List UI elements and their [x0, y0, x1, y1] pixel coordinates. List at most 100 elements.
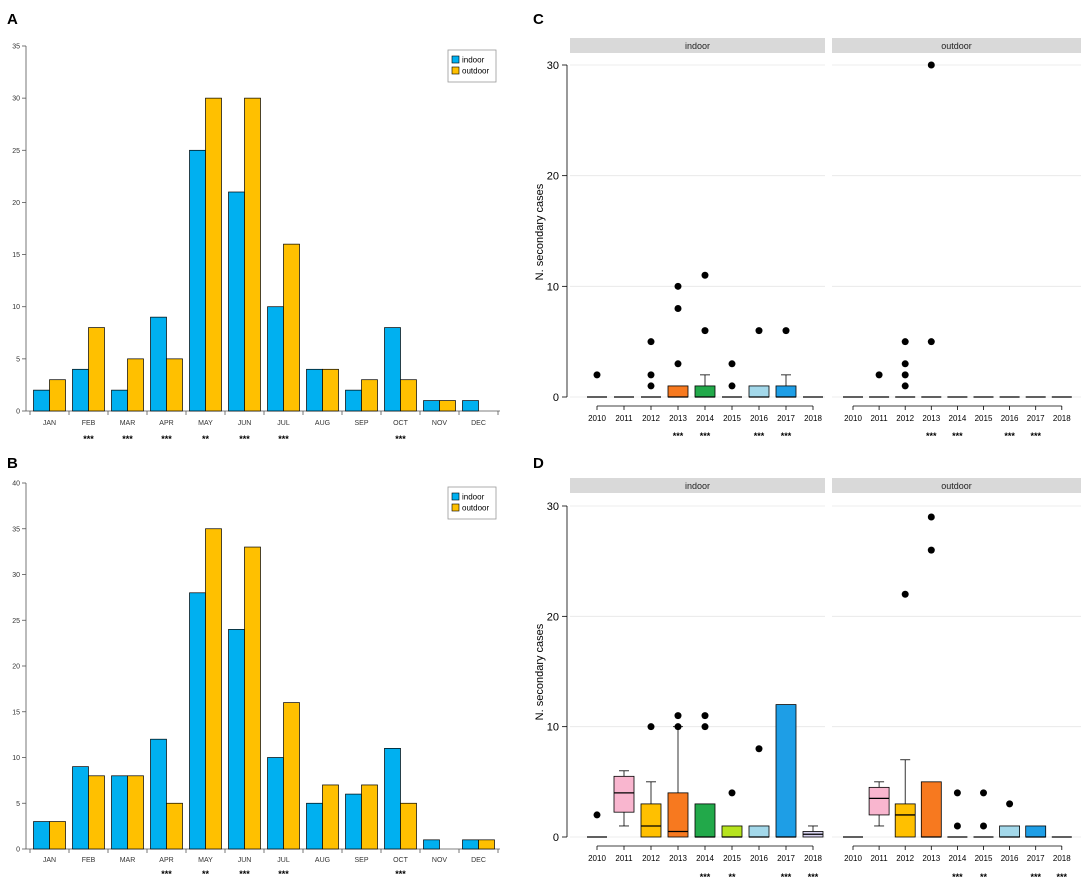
box-indoor-2017: [775, 327, 797, 398]
box-outdoor-2017: [1025, 825, 1047, 838]
bar-outdoor-apr: [166, 358, 183, 412]
panel-label: A: [7, 11, 18, 28]
year-label-2011: 2011: [615, 854, 633, 863]
bar-outdoor-jul: [283, 243, 300, 412]
month-label-oct: OCT: [393, 857, 409, 864]
bar-indoor-apr: [150, 316, 167, 412]
year-label-2017: 2017: [1027, 854, 1045, 863]
y-tick-label: 20: [12, 200, 20, 207]
box-iqr: [999, 825, 1020, 838]
bar-indoor-dec: [462, 400, 479, 412]
panel-label: D: [533, 455, 544, 472]
box-indoor-2015: [721, 789, 743, 838]
year-label-2015: 2015: [723, 854, 741, 863]
bar-outdoor-jun: [244, 97, 261, 412]
box-iqr: [667, 385, 689, 398]
box-outdoor-2011: [868, 781, 890, 827]
box-outdoor-2013: [920, 513, 942, 838]
facet-strip-label: outdoor: [941, 41, 972, 51]
significance-marker-2016: ***: [1004, 431, 1015, 441]
significance-marker-2014: ***: [952, 872, 963, 881]
month-label-mar: MAR: [120, 420, 136, 427]
month-label-jun: JUN: [238, 420, 252, 427]
facet-outdoor: outdoor 2010 2011 2012 2013 *** 2014 *** 2015 201…: [832, 38, 1081, 441]
significance-marker-may: **: [202, 869, 210, 879]
month-label-apr: APR: [159, 420, 173, 427]
bar-outdoor-jun: [244, 546, 261, 850]
significance-marker-2017: ***: [781, 431, 792, 441]
bar-indoor-sep: [345, 793, 362, 850]
legend-label-indoor: indoor: [462, 493, 485, 502]
box-indoor-2012: [641, 338, 661, 398]
year-label-2013: 2013: [922, 414, 940, 423]
significance-marker-jun: ***: [239, 869, 250, 879]
significance-marker-2014: ***: [700, 872, 711, 881]
year-label-2014: 2014: [696, 414, 714, 423]
bar-indoor-jun: [228, 629, 245, 850]
month-label-apr: APR: [159, 857, 173, 864]
year-label-2016: 2016: [1001, 854, 1019, 863]
box-iqr: [775, 385, 797, 398]
facet-strip: [570, 478, 825, 493]
outlier-point: [701, 712, 709, 720]
bar-outdoor-oct: [400, 802, 417, 850]
month-label-dec: DEC: [471, 857, 486, 864]
bar-outdoor-may: [205, 528, 222, 850]
bar-indoor-mar: [111, 389, 128, 412]
box-outdoor-2015: [973, 789, 994, 838]
panel-label: C: [533, 11, 544, 28]
significance-marker-jul: ***: [278, 869, 289, 879]
outlier-point: [674, 723, 682, 731]
box-iqr: [640, 803, 662, 838]
panel-b-bar-chart: B 0 5 10 15 20 25 30 35 40 JAN FEB MAR APR *** MAY ** JUN…: [7, 455, 500, 879]
box-outdoor-2012: [894, 590, 916, 838]
box-iqr: [694, 385, 716, 398]
box-indoor-2013: [667, 712, 689, 838]
month-label-mar: MAR: [120, 857, 136, 864]
y-tick-label: 25: [12, 148, 20, 155]
y-tick-label: 10: [547, 281, 559, 293]
year-label-2011: 2011: [870, 414, 888, 423]
bar-outdoor-mar: [127, 775, 144, 850]
box-iqr: [613, 775, 635, 813]
month-label-feb: FEB: [82, 857, 96, 864]
box-iqr: [894, 803, 916, 838]
month-label-nov: NOV: [432, 420, 448, 427]
outlier-point: [953, 789, 961, 797]
bar-outdoor-jul: [283, 702, 300, 850]
y-tick-label: 30: [12, 96, 20, 103]
box-iqr: [721, 825, 743, 838]
y-tick-label: 25: [12, 618, 20, 625]
outlier-point: [901, 360, 909, 368]
significance-marker-2017: ***: [1030, 872, 1041, 881]
significance-marker-feb: ***: [83, 434, 94, 444]
legend-label-indoor: indoor: [462, 56, 485, 65]
year-label-2010: 2010: [844, 854, 862, 863]
y-tick-label: 20: [547, 171, 559, 183]
box-outdoor-2014: [947, 789, 968, 838]
bar-indoor-apr: [150, 738, 167, 850]
bar-indoor-feb: [72, 766, 89, 850]
year-label-2011: 2011: [615, 414, 633, 423]
year-label-2012: 2012: [642, 854, 660, 863]
month-label-jan: JAN: [43, 857, 56, 864]
box-outdoor-2016: [999, 800, 1020, 838]
outlier-point: [901, 382, 909, 390]
bar-outdoor-apr: [166, 802, 183, 850]
bar-indoor-sep: [345, 389, 362, 412]
legend-label-outdoor: outdoor: [462, 67, 489, 76]
month-label-jul: JUL: [277, 420, 290, 427]
box-indoor-2014: [694, 271, 716, 398]
box-iqr: [1025, 825, 1047, 838]
bar-indoor-mar: [111, 775, 128, 850]
significance-marker-2015: **: [728, 872, 736, 881]
outlier-point: [927, 513, 935, 521]
legend-box: [447, 49, 497, 83]
year-label-2017: 2017: [777, 414, 795, 423]
bar-indoor-dec: [462, 839, 479, 850]
facet-strip-label: outdoor: [941, 481, 972, 491]
significance-marker-jun: ***: [239, 434, 250, 444]
facet-strip: [832, 478, 1081, 493]
outlier-point: [953, 822, 961, 830]
